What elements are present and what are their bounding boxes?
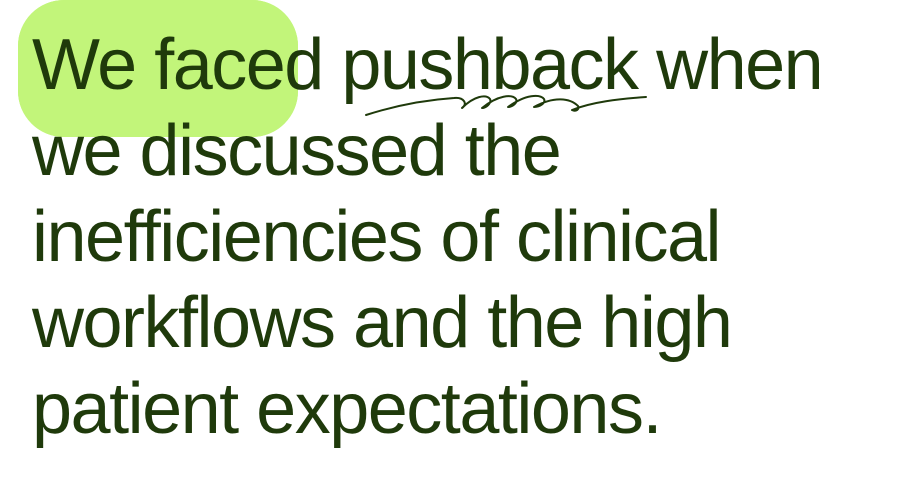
quote-text: We faced pushback when we discussed the … [32,22,912,452]
quote-line-1-post: when [637,25,824,105]
scribble-underline [365,94,647,116]
marker-highlight [18,0,298,137]
highlight-blobs [18,0,298,137]
quote-line-1: We faced pushback when [32,22,912,108]
quote-line-2: we discussed the [32,111,562,191]
quote-line-3: inefficiencies of clinical [32,197,722,277]
scribble-path [365,94,647,116]
quote-line-4: workflows and the high [32,283,733,363]
emphasized-word: pushback [341,25,639,105]
quote-line-5: patient expectations. [32,369,662,449]
quote-line-1-pre: We faced [32,25,342,105]
